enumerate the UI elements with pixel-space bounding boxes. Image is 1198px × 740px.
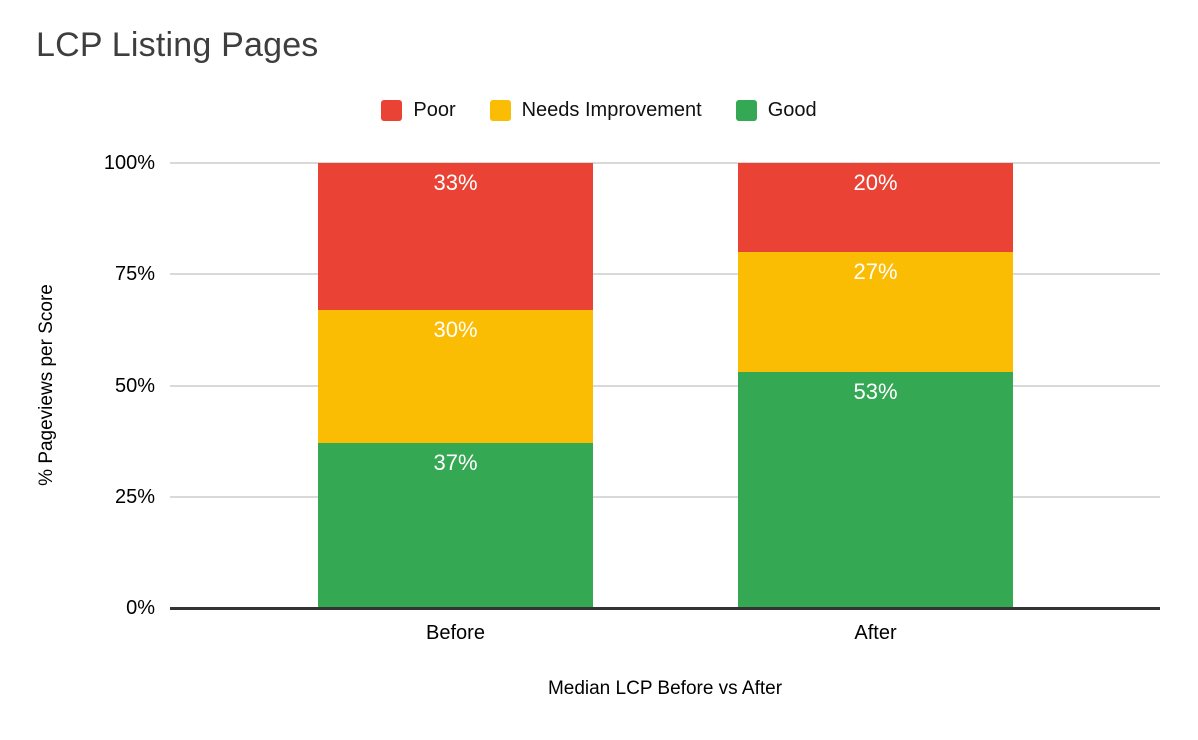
bar-value-label: 53% [853,379,898,405]
gridline [170,162,1160,164]
bar-value-label: 27% [853,259,898,284]
legend-label: Poor [413,99,456,121]
y-tick-label: 25% [114,485,155,508]
legend-swatch-icon [735,100,757,121]
bar-segment-after-poor: 20% [738,163,1013,252]
gridline [170,384,1160,387]
y-tick-label: 50% [114,374,155,397]
y-tick-label: 75% [114,263,155,286]
bar-segment-before-good: 37% [318,443,593,608]
legend-label: Good [767,99,817,121]
bar-value-label: 20% [853,170,898,195]
y-tick-label: 0% [126,597,155,619]
legend-swatch-icon [381,100,403,121]
legend: Poor Needs Improvement Good [0,99,1198,122]
gridline [170,495,1160,498]
bar-value-label: 33% [433,170,478,195]
legend-item-needs-improvement: Needs Improvement [489,99,702,122]
bar-value-label: 30% [433,316,478,342]
legend-item-poor: Poor [381,99,456,122]
plot-area: 33% 30% 37% Before 20% 27% 53% After [170,162,1160,644]
category-label-after: After [854,622,897,644]
bar-after: 20% 27% 53% [738,163,1013,608]
bar-segment-before-needs-improvement: 30% [318,309,593,444]
bar-segment-after-needs-improvement: 27% [738,252,1013,373]
legend-swatch-icon [489,100,511,121]
bar-segment-before-poor: 33% [318,163,593,310]
gridline [170,273,1160,276]
bar-segment-after-good: 53% [738,372,1013,608]
bar-value-label: 37% [433,450,478,476]
chart-title: LCP Listing Pages [36,26,319,64]
x-axis-line [170,607,1160,610]
y-tick-label: 100% [103,152,155,174]
legend-item-good: Good [735,99,817,122]
legend-label: Needs Improvement [521,99,702,121]
category-label-before: Before [426,622,485,644]
bar-before: 33% 30% 37% [318,163,593,608]
x-axis-title: Median LCP Before vs After [547,678,783,699]
